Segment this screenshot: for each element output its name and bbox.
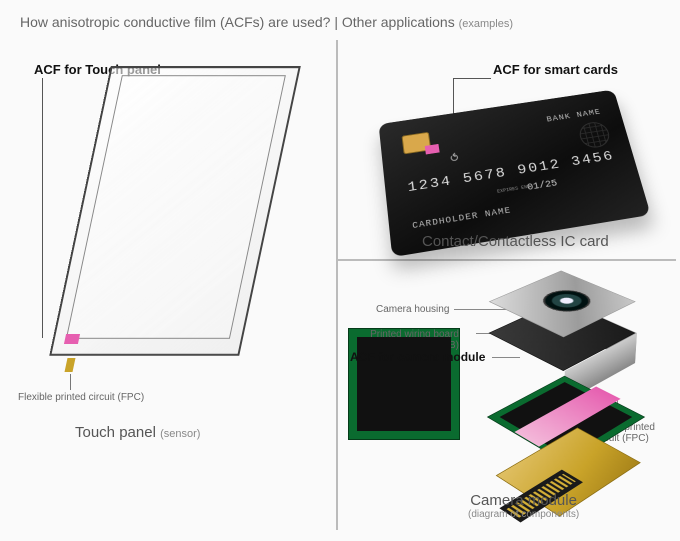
touch-fpc-strip [65,358,76,372]
card-leader-h [453,78,491,79]
divider-horizontal [336,259,676,261]
touch-inner-frame [66,76,286,339]
touch-panel-glass [49,66,301,356]
touch-caption-sub: (sensor) [160,428,200,440]
card-acf-strip [425,144,440,155]
divider-vertical [336,40,338,530]
title-main: How anisotropic conductive film (ACFs) a… [20,14,455,30]
camera-housing [488,300,635,371]
camera-caption-sub: (diagram of components) [468,509,579,520]
card-globe-icon [577,120,612,149]
touch-caption: Touch panel (sensor) [75,424,200,441]
card-acf-label: ACF for smart cards [493,62,618,77]
touch-fpc-leader [70,374,71,390]
touch-acf-strip [64,334,80,344]
smart-card: ⟲ BANK NAME 1234 5678 9012 3456 EXPIRES … [379,89,651,257]
page-title: How anisotropic conductive film (ACFs) a… [20,14,513,30]
card-expires-label: EXPIRES END [497,185,531,195]
touch-outer-frame [49,66,301,356]
card-expires: 01/25 [526,179,558,194]
card-leader-v [453,78,454,118]
camera-caption-main: Camera module [470,492,577,509]
camera-housing-label: Camera housing [376,304,449,315]
card-caption: Contact/Contactless IC card [422,233,609,250]
touch-leader-line [42,78,43,338]
touch-caption-main: Touch panel [75,424,156,441]
camera-caption: Camera module (diagram of components) [468,492,579,520]
touch-fpc-label: Flexible printed circuit (FPC) [18,392,144,403]
contactless-icon: ⟲ [445,151,461,162]
camera-module-exploded [440,275,650,495]
title-sub: (examples) [459,18,513,30]
card-holder: CARDHOLDER NAME [412,206,512,231]
